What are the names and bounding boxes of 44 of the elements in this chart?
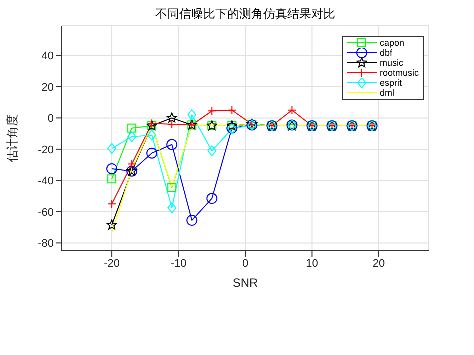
x-tick-label: -20: [104, 258, 120, 270]
point: [108, 200, 117, 209]
point: [208, 106, 217, 116]
legend-label: esprit: [380, 78, 402, 88]
point: [208, 146, 217, 156]
point: [128, 124, 137, 133]
point: [106, 220, 118, 230]
point: [228, 106, 237, 115]
point: [108, 174, 117, 184]
x-tick-label: 10: [306, 258, 318, 270]
y-tick-label: 20: [42, 82, 54, 94]
legend-label: capon: [380, 38, 405, 48]
legend-label: dbf: [380, 48, 392, 58]
point: [108, 143, 117, 154]
y-tick-label: -60: [38, 206, 54, 219]
x-tick-label: -10: [170, 258, 187, 270]
point: [166, 139, 178, 150]
y-tick-label: -20: [38, 144, 54, 156]
chart-title: 不同信噪比下的测角仿真结果对比: [154, 6, 336, 23]
point: [148, 119, 157, 128]
x-tick-label: 20: [372, 258, 386, 270]
y-axis-title: 估计角度: [5, 114, 20, 164]
x-axis-title: SNR: [232, 276, 258, 290]
y-tick-label: 40: [42, 50, 54, 63]
x-tick-label: 0: [242, 258, 249, 270]
point: [128, 131, 137, 142]
point: [166, 112, 178, 123]
legend-label: dml: [380, 88, 394, 98]
point: [168, 183, 177, 192]
point: [146, 148, 158, 159]
point: [168, 202, 177, 214]
point: [168, 120, 177, 129]
y-tick-label: -40: [38, 176, 54, 188]
y-tick-label: -80: [38, 238, 54, 250]
point: [128, 160, 137, 169]
point: [188, 110, 197, 121]
y-tick-label: 0: [48, 113, 54, 126]
point: [106, 163, 118, 174]
point: [206, 193, 218, 204]
point: [288, 106, 297, 115]
point: [186, 215, 198, 226]
point: [148, 130, 157, 141]
legend-label: rootmusic: [380, 68, 419, 78]
legend-label: music: [380, 58, 404, 68]
